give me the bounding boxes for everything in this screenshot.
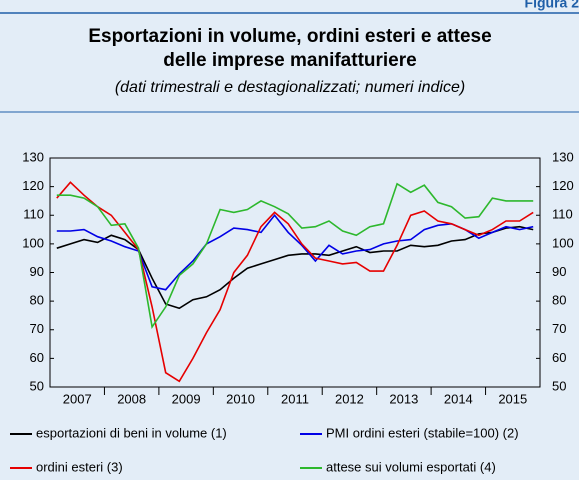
legend-label: ordini esteri (3) [36, 459, 123, 474]
y2-tick-label: 110 [552, 207, 573, 222]
series-line [56, 214, 534, 291]
x-tick-label: 2010 [226, 391, 255, 406]
y-tick-label: 90 [30, 264, 44, 279]
x-tick-label: 2012 [335, 391, 364, 406]
figure-label: Figura 2 [525, 0, 579, 11]
x-tick-label: 2013 [389, 391, 418, 406]
legend-label: esportazioni di beni in volume (1) [36, 425, 227, 440]
y2-tick-label: 70 [552, 321, 566, 336]
x-tick-label: 2007 [63, 391, 92, 406]
y2-tick-label: 50 [552, 378, 566, 393]
series-line [56, 181, 534, 383]
legend-label: attese sui volumi esportati (4) [326, 459, 496, 474]
x-tick-label: 2015 [498, 391, 527, 406]
y-tick-label: 130 [22, 149, 44, 164]
y2-tick-label: 80 [552, 293, 566, 308]
x-tick-label: 2011 [281, 391, 309, 406]
y-tick-label: 50 [30, 378, 44, 393]
chart-subtitle: (dati trimestrali e destagionalizzati; n… [115, 79, 465, 96]
x-tick-label: 2008 [117, 391, 146, 406]
y-tick-label: 100 [22, 235, 44, 250]
chart-title: delle imprese manifatturiere [163, 50, 416, 71]
x-tick-label: 2009 [172, 391, 201, 406]
y2-tick-label: 120 [552, 178, 574, 193]
series-line [56, 182, 534, 329]
y-tick-label: 80 [30, 293, 44, 308]
x-tick-label: 2014 [444, 391, 473, 406]
y-tick-label: 120 [22, 178, 44, 193]
chart-title: Esportazioni in volume, ordini esteri e … [88, 26, 491, 47]
y2-tick-label: 130 [552, 149, 574, 164]
y-tick-label: 60 [30, 350, 44, 365]
plot-frame [49, 157, 541, 388]
legend-label: PMI ordini esteri (stabile=100) (2) [326, 425, 519, 440]
y-tick-label: 70 [30, 321, 44, 336]
y2-tick-label: 100 [552, 235, 574, 250]
y-tick-label: 110 [23, 207, 44, 222]
y2-tick-label: 90 [552, 264, 566, 279]
y2-tick-label: 60 [552, 350, 566, 365]
